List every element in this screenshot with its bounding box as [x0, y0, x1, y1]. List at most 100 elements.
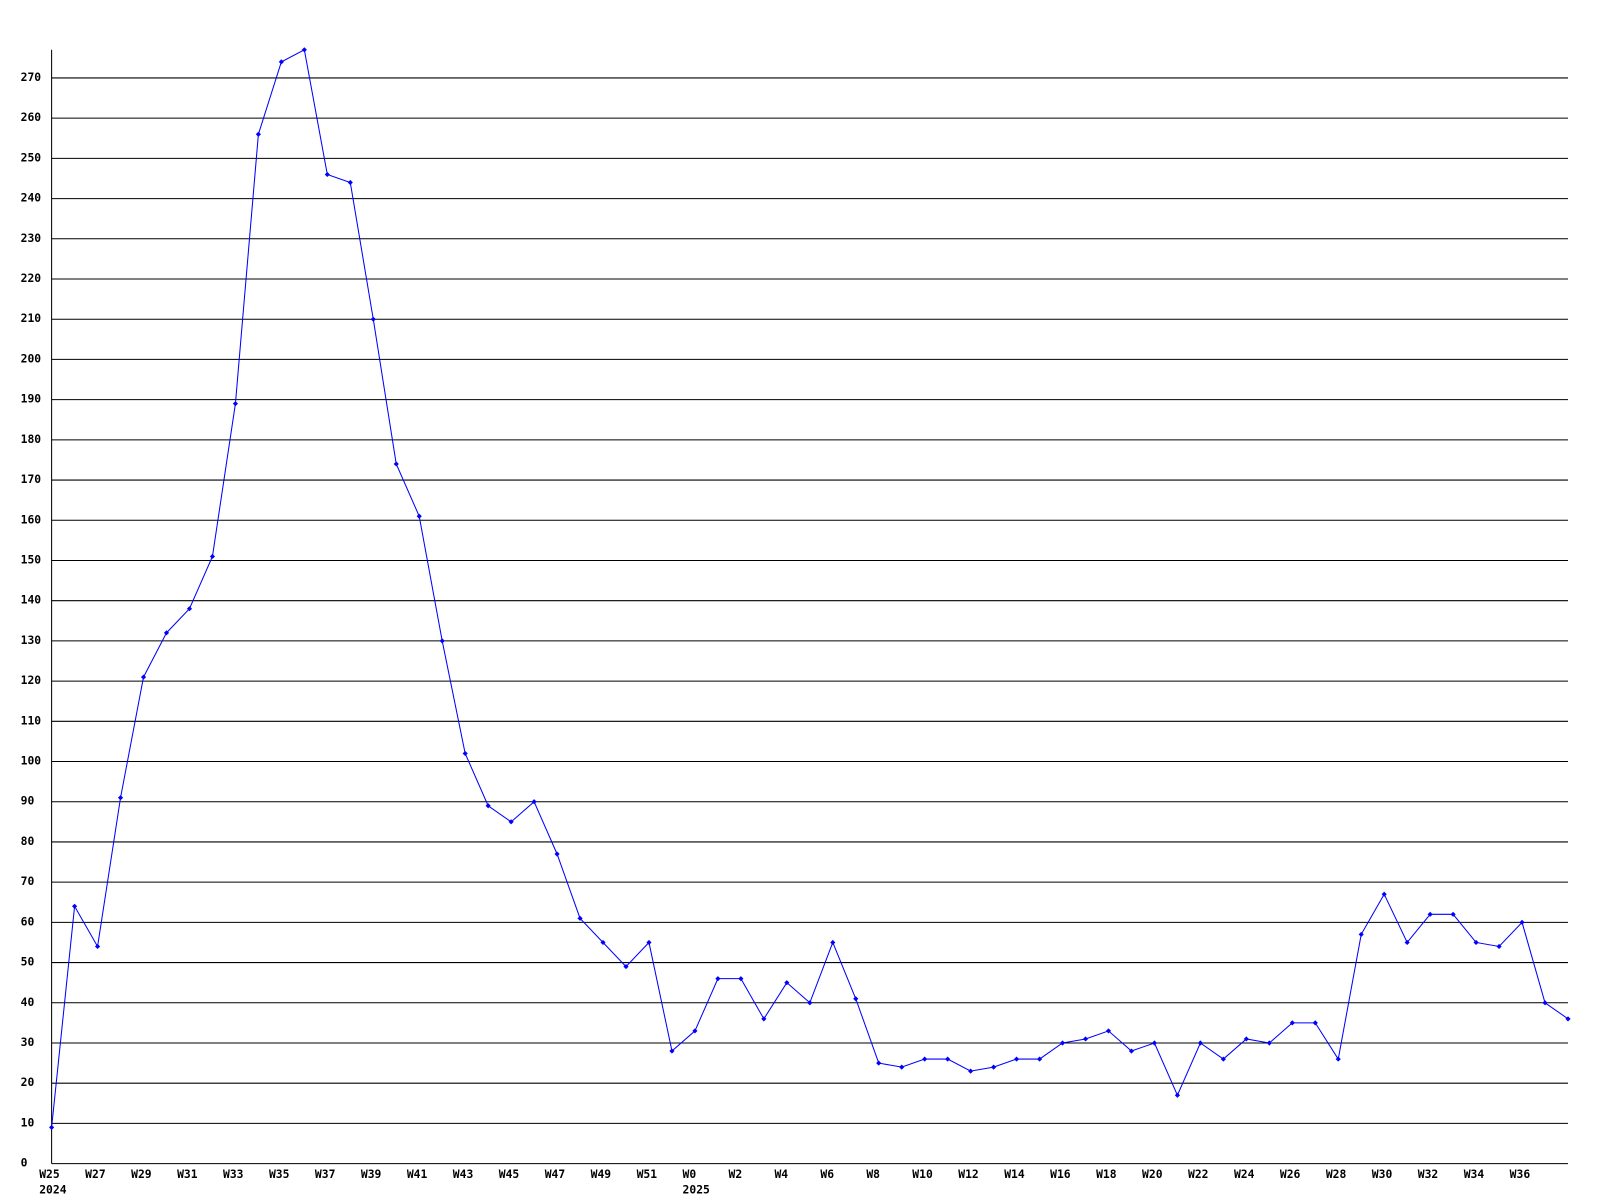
data-point: [1404, 939, 1410, 946]
data-point: [1427, 911, 1433, 917]
x-tick-label: W8: [866, 1167, 880, 1181]
data-point: [393, 461, 399, 467]
data-point: [1358, 931, 1364, 937]
data-point: [1014, 1056, 1020, 1062]
data-point: [1450, 911, 1456, 917]
y-tick-label: 240: [21, 191, 42, 205]
data-point: [186, 606, 193, 612]
data-point: [853, 996, 859, 1002]
data-point: [1151, 1040, 1158, 1046]
y-tick-label: 70: [21, 874, 35, 888]
x-tick-label: W2: [728, 1167, 742, 1181]
data-point: [577, 915, 583, 921]
y-tick-label: 130: [21, 633, 42, 647]
y-tick-label: 120: [21, 673, 42, 687]
y-tick-label: 170: [21, 472, 42, 486]
data-point: [899, 1064, 905, 1070]
x-tick-label: W26: [1280, 1167, 1301, 1181]
data-point: [991, 1064, 997, 1070]
data-point: [1174, 1092, 1180, 1098]
x-tick-label: W27: [85, 1167, 106, 1181]
y-tick-label: 200: [21, 351, 42, 365]
x-tick-label: W45: [499, 1167, 520, 1181]
y-tick-label: 160: [21, 512, 42, 526]
data-point: [94, 943, 101, 950]
y-tick-label: 230: [21, 231, 42, 245]
x-tick-label: W0: [683, 1167, 697, 1181]
x-tick-label: W43: [453, 1167, 474, 1181]
data-point: [347, 179, 353, 186]
x-tick-label: W35: [269, 1167, 290, 1181]
x-tick-label: W24: [1234, 1167, 1255, 1181]
y-tick-label: 250: [21, 150, 42, 164]
x-tick-label: W14: [1004, 1167, 1025, 1181]
data-point: [1220, 1056, 1226, 1062]
data-point: [232, 401, 238, 407]
x-tick-label: W32: [1418, 1167, 1439, 1181]
y-tick-label: 20: [21, 1075, 35, 1089]
data-point: [807, 1000, 813, 1006]
data-point: [531, 799, 537, 805]
x-tick-label: W22: [1188, 1167, 1209, 1181]
data-point: [1289, 1020, 1295, 1026]
data-point: [462, 750, 468, 757]
data-point: [968, 1068, 974, 1074]
data-point: [416, 513, 422, 519]
x-tick-label: W33: [223, 1167, 244, 1181]
data-point: [715, 976, 721, 982]
x-tick-label: W4: [774, 1167, 788, 1181]
y-tick-label: 60: [21, 914, 35, 928]
x-tick-label: W47: [545, 1167, 566, 1181]
data-point: [738, 976, 744, 982]
data-point: [646, 939, 652, 946]
data-point: [140, 674, 147, 680]
data-point: [439, 638, 445, 644]
x-tick-label: W12: [958, 1167, 979, 1181]
x-tick-label: W36: [1510, 1167, 1531, 1181]
data-point: [876, 1060, 882, 1066]
data-point: [1312, 1020, 1318, 1026]
y-tick-label: 30: [21, 1035, 35, 1049]
x-tick-label: W18: [1096, 1167, 1117, 1181]
x-tick-label: W34: [1464, 1167, 1485, 1181]
x-tick-label: W29: [131, 1167, 152, 1181]
x-tick-label: W16: [1050, 1167, 1071, 1181]
y-tick-label: 0: [21, 1156, 28, 1170]
data-point: [49, 1124, 55, 1131]
data-point: [1243, 1036, 1249, 1042]
y-tick-label: 140: [21, 593, 42, 607]
y-tick-label: 110: [21, 713, 42, 727]
data-point: [761, 1016, 767, 1022]
data-point: [163, 630, 170, 636]
y-tick-label: 210: [21, 311, 42, 325]
x-tick-label: W10: [912, 1167, 933, 1181]
data-point: [278, 59, 284, 65]
y-tick-label: 90: [21, 794, 35, 808]
data-point: [117, 795, 124, 801]
x-tick-label: W31: [177, 1167, 198, 1181]
data-point: [255, 131, 261, 137]
data-point: [1496, 943, 1502, 950]
data-point: [1381, 891, 1387, 897]
x-tick-label: W25: [39, 1167, 60, 1181]
x-tick-label: W30: [1372, 1167, 1393, 1181]
data-line: [51, 49, 1569, 1128]
data-point: [922, 1056, 928, 1062]
x-tick-label: W20: [1142, 1167, 1163, 1181]
data-point: [554, 851, 560, 857]
y-tick-label: 40: [21, 995, 35, 1009]
y-tick-label: 260: [21, 110, 42, 124]
y-tick-label: 190: [21, 392, 42, 406]
x-tick-label: W39: [361, 1167, 382, 1181]
data-point: [1082, 1036, 1089, 1042]
data-point: [370, 316, 376, 322]
x-tick-label: W51: [637, 1167, 658, 1181]
data-point: [1335, 1056, 1341, 1062]
data-point: [72, 903, 78, 909]
data-point: [324, 171, 330, 178]
data-point: [600, 939, 606, 946]
data-point: [830, 939, 836, 946]
x-tick-label: W49: [591, 1167, 612, 1181]
x-sublabel: 2025: [683, 1182, 710, 1196]
